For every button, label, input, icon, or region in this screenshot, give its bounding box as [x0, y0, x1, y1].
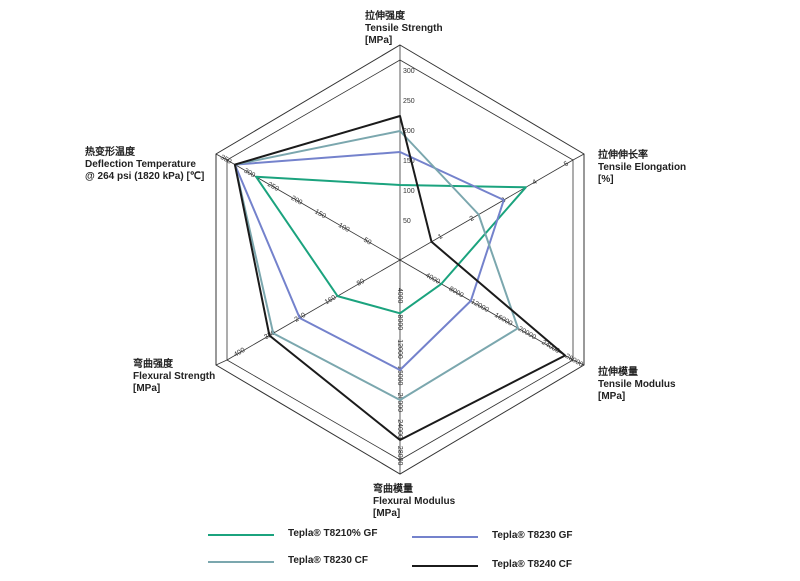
tick-label: 12000 [469, 298, 489, 314]
tick-label: 24000 [540, 339, 560, 355]
legend-swatch-1 [208, 534, 274, 536]
axis-label-1: 拉伸强度 Tensile Strength [MPa] [365, 9, 443, 46]
tick-label: 300 [403, 68, 415, 75]
legend-swatch-2 [412, 536, 478, 538]
tick-label: 400 [233, 347, 247, 359]
tick-label: 200 [290, 195, 304, 207]
legend-swatch-3 [208, 561, 274, 563]
tick-label: 350 [219, 154, 233, 166]
tick-label: 20000 [396, 393, 403, 413]
series-lines [233, 115, 567, 441]
tick-label: 28000 [564, 353, 584, 369]
tick-label: 200 [403, 128, 415, 135]
tick-label: 16000 [493, 312, 513, 328]
tick-label: 12000 [396, 339, 403, 359]
legend-label-2: Tepla® T8230 GF [492, 530, 573, 541]
axis-label-5: 弯曲强度 Flexural Strength [MPa] [133, 357, 215, 394]
tick-label: 4000 [396, 288, 403, 304]
axis-labels: 拉伸强度 Tensile Strength [MPa] 拉伸伸长率 Tensile El… [85, 9, 686, 519]
tick-label: 5 [563, 160, 570, 168]
axis-label-4: 弯曲模量 Flexural Modulus [MPa] [373, 482, 456, 519]
tick-label: 4 [532, 179, 539, 187]
tick-label: 300 [242, 168, 256, 180]
hexagon-connector [215, 359, 228, 366]
tick-label: 80 [356, 278, 366, 288]
legend-label-3: Tepla® T8230 CF [288, 555, 368, 566]
series-line-1 [255, 175, 527, 315]
tick-label: 28000 [396, 446, 403, 466]
tick-label: 8000 [396, 315, 403, 331]
axis-label-2: 拉伸伸长率 Tensile Elongation [%] [598, 148, 686, 185]
axis-label-6: 热变形温度 Deflection Temperature @ 264 psi (18… [85, 145, 204, 182]
axis-label-3: 拉伸模量 Tensile Modulus [MPa] [598, 365, 676, 402]
axis-ticks: 5010015020025030012345400080001200016000… [219, 68, 584, 466]
tick-label: 24000 [396, 419, 403, 439]
tick-label: 50 [403, 218, 411, 225]
tick-label: 150 [403, 158, 415, 165]
tick-label: 50 [362, 237, 372, 247]
tick-label: 250 [403, 98, 415, 105]
axis-spoke [399, 259, 574, 361]
hexagon-connector [572, 359, 585, 366]
tick-label: 1 [437, 233, 444, 241]
tick-label: 4000 [424, 272, 441, 286]
tick-label: 8000 [448, 286, 465, 300]
hexagon-connector [215, 153, 228, 161]
hexagon-connector [572, 153, 585, 161]
tick-label: 150 [313, 208, 327, 220]
axis-spoke [399, 159, 574, 261]
tick-label: 2 [469, 215, 476, 223]
tick-label: 100 [337, 222, 351, 234]
series-line-4 [233, 115, 567, 441]
tick-label: 250 [266, 181, 280, 193]
legend-label-4: Tepla® T8240 CF [492, 559, 572, 570]
legend-swatch-4 [412, 565, 478, 567]
tick-label: 16000 [396, 366, 403, 386]
tick-label: 100 [403, 188, 415, 195]
axis-spoke [226, 259, 401, 361]
tick-label: 160 [324, 294, 338, 306]
legend-label-1: Tepla® T8210% GF [288, 528, 378, 539]
